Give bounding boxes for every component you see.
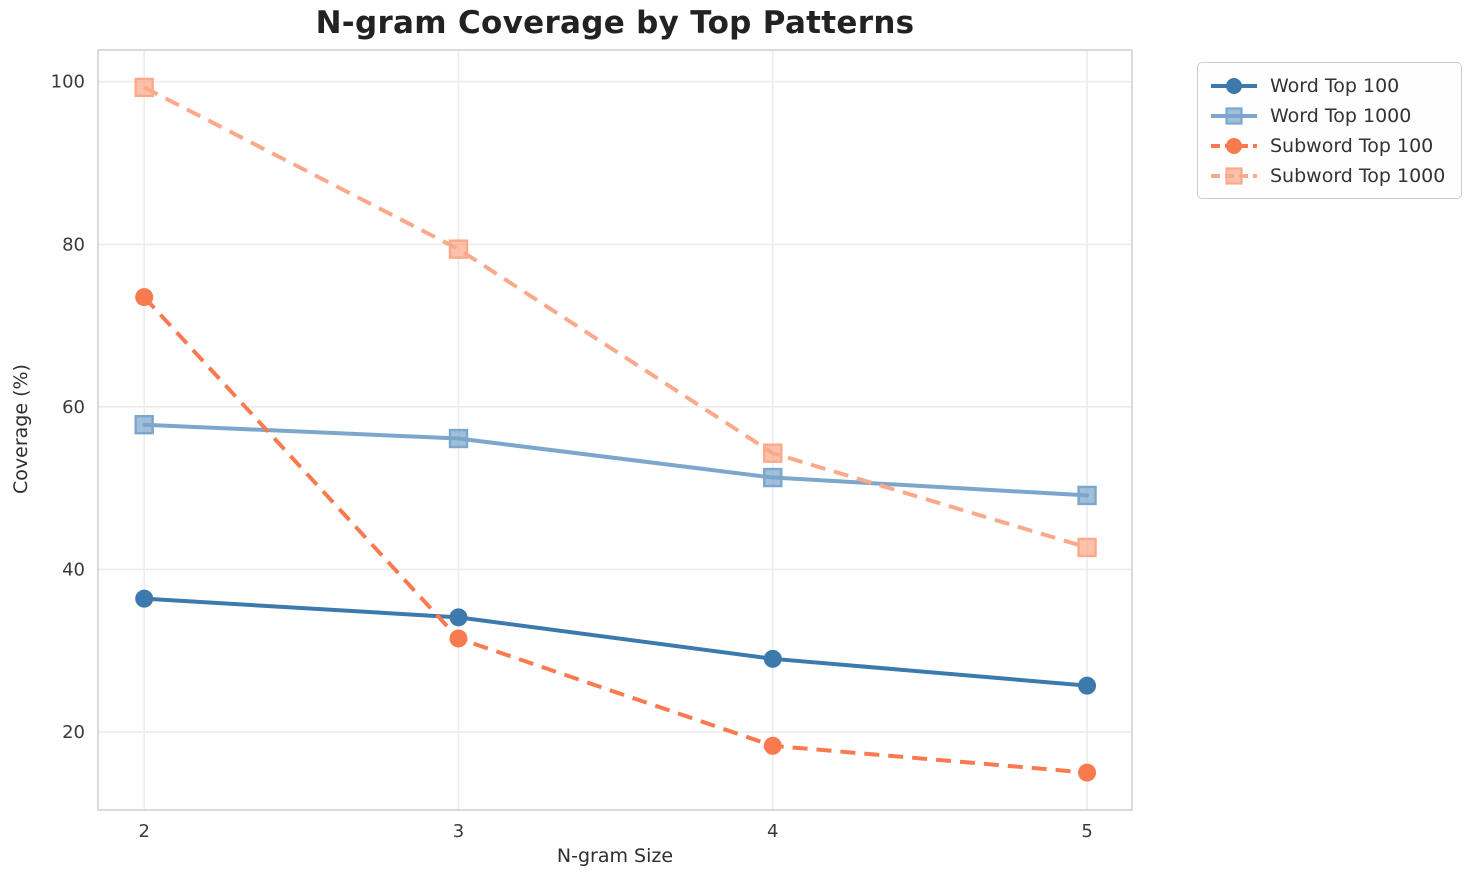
legend-label-subword-top-1000: Subword Top 1000 (1270, 164, 1446, 187)
legend-label-word-top-100: Word Top 100 (1270, 74, 1400, 97)
legend-swatch-word-top-1000 (1211, 106, 1257, 125)
marker-word-top-1000-x4 (763, 467, 783, 488)
x-tick-label-4: 4 (767, 821, 778, 842)
y-tick-label-60: 60 (62, 397, 85, 418)
marker-word-top-1000-x3 (448, 428, 469, 449)
marker-word-top-1000-x5 (1077, 485, 1097, 506)
marker-subword-top-1000-x2 (134, 77, 154, 98)
legend-swatch-subword-top-100 (1211, 137, 1257, 154)
y-tick-label-80: 80 (62, 234, 85, 255)
y-tick-label-20: 20 (62, 722, 85, 743)
marker-word-top-100-x5 (1078, 676, 1097, 695)
marker-subword-top-1000-x3 (448, 239, 469, 259)
legend-item-word-top-100: Word Top 100 (1210, 72, 1445, 99)
series-line-word-top-100 (142, 596, 1090, 688)
marker-subword-top-1000-x4 (763, 443, 783, 463)
x-tick-label-3: 3 (453, 821, 464, 842)
marker-subword-top-1000-x5 (1077, 537, 1097, 558)
legend-label-subword-top-100: Subword Top 100 (1270, 134, 1434, 157)
legend-swatch-word-top-100 (1211, 77, 1257, 94)
marker-subword-top-100-x5 (1078, 763, 1097, 782)
y-tick-label-100: 100 (51, 72, 85, 93)
marker-subword-top-100-x2 (135, 288, 154, 307)
x-tick-label-2: 2 (138, 821, 149, 842)
marker-subword-top-100-x4 (763, 736, 782, 755)
chart-title: N-gram Coverage by Top Patterns (315, 5, 915, 41)
legend-label-word-top-1000: Word Top 1000 (1270, 104, 1412, 127)
legend-item-subword-top-100: Subword Top 100 (1210, 132, 1445, 159)
plot-frame (97, 49, 1133, 811)
series-line-word-top-1000 (142, 422, 1090, 498)
marker-word-top-100-x3 (449, 608, 468, 627)
legend-swatch-subword-top-1000 (1211, 166, 1257, 185)
marker-subword-top-100-x3 (449, 629, 468, 648)
x-tick-label-5: 5 (1081, 821, 1092, 842)
y-axis-label: Coverage (%) (10, 364, 32, 494)
marker-word-top-100-x2 (135, 589, 154, 608)
legend: Word Top 100 Word Top 1000 Subword Top 100… (1197, 62, 1463, 199)
series-line-subword-top-1000 (143, 85, 1088, 550)
series-line-subword-top-100 (142, 295, 1088, 775)
y-tick-label-40: 40 (62, 559, 85, 580)
x-axis-label: N-gram Size (556, 845, 674, 867)
legend-item-subword-top-1000: Subword Top 1000 (1210, 162, 1445, 189)
legend-item-word-top-1000: Word Top 1000 (1210, 102, 1445, 129)
marker-word-top-1000-x2 (134, 415, 154, 435)
marker-word-top-100-x4 (763, 649, 782, 668)
